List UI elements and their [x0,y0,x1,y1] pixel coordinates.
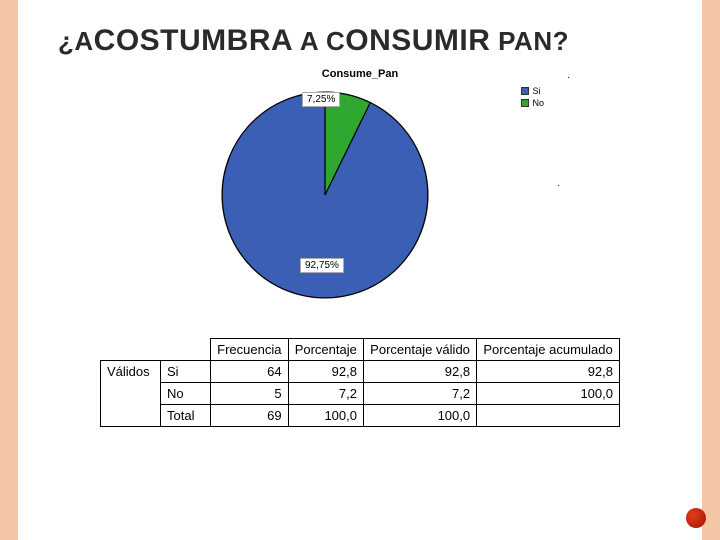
legend-swatch [521,87,529,95]
legend-label: No [532,98,544,108]
cell-pct: 100,0 [288,405,363,427]
cell-pct: 7,2 [288,383,363,405]
chart-title: Consume_Pan [322,68,398,80]
legend-swatch [521,99,529,107]
cell-pcta: 92,8 [477,361,620,383]
frequency-table: Frecuencia Porcentaje Porcentaje válido … [100,338,620,427]
chart-legend: Si No [521,86,544,110]
legend-label: Si [532,86,540,96]
pie-chart-region: Consume_Pan . . Si No 7,25% 92,75% [150,68,570,328]
legend-item: Si [521,86,544,96]
col-porcentaje: Porcentaje [288,339,363,361]
table-row: VálidosSi6492,892,892,8 [101,361,620,383]
cell-freq: 69 [211,405,289,427]
slide: ¿ACOSTUMBRA A CONSUMIR PAN? Consume_Pan … [18,0,702,540]
cell-pcta [477,405,620,427]
decoration-dot-top: . [567,70,570,81]
accent-dot-icon [686,508,706,528]
slice-label-minor: 7,25% [302,92,340,107]
col-frecuencia: Frecuencia [211,339,289,361]
row-category: Total [161,405,211,427]
row-category: No [161,383,211,405]
col-porcentaje-acumulado: Porcentaje acumulado [477,339,620,361]
cell-freq: 64 [211,361,289,383]
table-header-row: Frecuencia Porcentaje Porcentaje válido … [101,339,620,361]
row-category: Si [161,361,211,383]
cell-pcta: 100,0 [477,383,620,405]
slice-label-major: 92,75% [300,258,344,273]
slide-title: ¿ACOSTUMBRA A CONSUMIR PAN? [58,24,662,58]
table-body: VálidosSi6492,892,892,8No57,27,2100,0Tot… [101,361,620,427]
cell-pctv: 100,0 [363,405,476,427]
cell-pct: 92,8 [288,361,363,383]
row-group-label: Válidos [101,361,161,427]
cell-pctv: 7,2 [363,383,476,405]
decoration-dot-mid: . [557,178,560,189]
col-porcentaje-valido: Porcentaje válido [363,339,476,361]
table-row: Total69100,0100,0 [101,405,620,427]
table-row: No57,27,2100,0 [101,383,620,405]
legend-item: No [521,98,544,108]
cell-freq: 5 [211,383,289,405]
cell-pctv: 92,8 [363,361,476,383]
